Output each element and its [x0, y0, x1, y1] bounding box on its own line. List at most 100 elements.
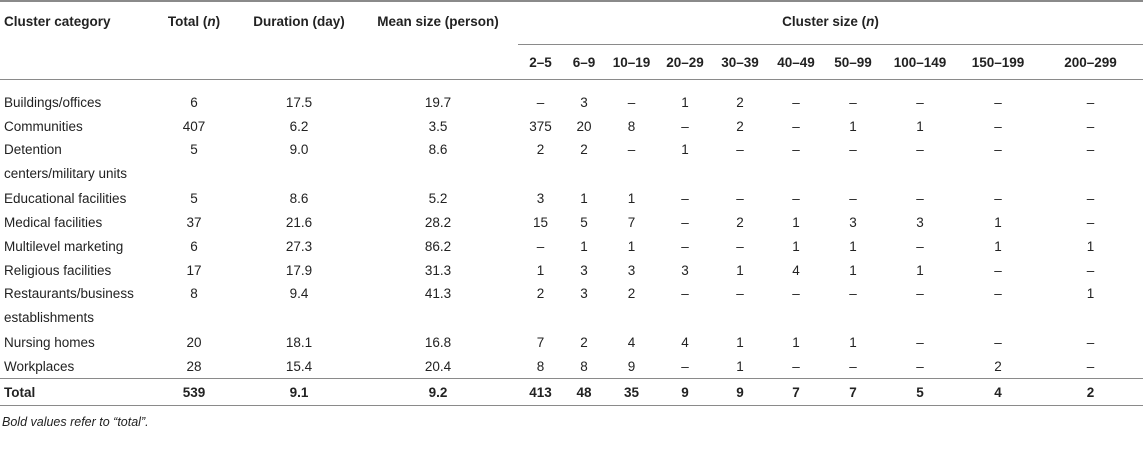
header-ranges-row: 2–5 6–9 10–19 20–29 30–39 40–49 50–99 10… — [0, 45, 1143, 80]
cell-cluster-size: 48 — [563, 378, 605, 406]
cell-cluster-size: 3 — [580, 262, 588, 278]
cell-cluster-size: 1 — [849, 238, 857, 254]
cell-cluster-size: 1 — [994, 214, 1002, 230]
cell-total: 37 — [186, 214, 202, 230]
cell-cluster-size: 3 — [681, 262, 689, 278]
cell-cluster-size: – — [792, 94, 800, 110]
cell-total: 6 — [190, 94, 198, 110]
cell-cluster-size: – — [849, 286, 857, 301]
header-range: 2–5 — [529, 55, 552, 70]
cell-duration: 9.1 — [240, 378, 358, 406]
cell-cluster-size: 8 — [536, 358, 545, 374]
cell-cluster-size: 7 — [768, 378, 824, 406]
cell-category: Medical facilities — [4, 214, 103, 230]
cell-cluster-size: – — [994, 118, 1002, 134]
cell-cluster-size: 1 — [1086, 286, 1095, 301]
cell-cluster-size: – — [681, 358, 689, 374]
cell-cluster-size: – — [916, 94, 924, 110]
header-range: 150–199 — [971, 55, 1025, 70]
cell-cluster-size: – — [994, 190, 1002, 206]
table-row: Restaurants/business establishments 8 9.4 4… — [0, 282, 1143, 330]
cell-cluster-size: – — [536, 238, 545, 254]
cell-cluster-size: – — [536, 94, 545, 110]
total-row: Total 539 9.1 9.2 413 48 35 9 9 7 7 5 4 2 — [0, 378, 1143, 406]
header-range: 100–149 — [893, 55, 947, 70]
cell-cluster-size: 2 — [994, 358, 1002, 374]
header-range: 10–19 — [612, 55, 651, 70]
cell-cluster-size: – — [916, 238, 924, 254]
cell-cluster-size: 2 — [627, 286, 636, 301]
cell-cluster-size: – — [1086, 118, 1095, 134]
header-range: 30–39 — [721, 55, 759, 70]
cell-cluster-size: 7 — [824, 378, 882, 406]
header-range: 50–99 — [834, 55, 872, 70]
cell-total: 17 — [186, 262, 202, 278]
cell-cluster-size: 3 — [580, 286, 588, 301]
header-range: 6–9 — [572, 55, 596, 70]
cell-mean-size: 86.2 — [424, 238, 452, 254]
cell-cluster-size: – — [994, 262, 1002, 278]
cell-duration: 17.5 — [285, 94, 313, 110]
cell-cluster-size: 2 — [580, 142, 588, 157]
cell-duration: 21.6 — [285, 214, 313, 230]
cell-total: 539 — [148, 378, 240, 406]
cell-cluster-size: 1 — [681, 142, 689, 157]
table-row: Multilevel marketing 6 27.3 86.2 – 1 1 – – 1 1 – 1 1 — [0, 234, 1143, 258]
cell-cluster-size: – — [736, 142, 744, 157]
cell-cluster-size: 2 — [1038, 378, 1143, 406]
cell-cluster-size: – — [627, 94, 636, 110]
cell-cluster-size: – — [916, 190, 924, 206]
cell-cluster-size: 3 — [536, 190, 545, 206]
cell-cluster-size: – — [916, 142, 924, 157]
cell-cluster-size: – — [1086, 142, 1095, 157]
cell-cluster-size: 1 — [681, 94, 689, 110]
cell-cluster-size: – — [792, 286, 800, 301]
header-cluster-category: Cluster category — [4, 14, 111, 29]
cell-cluster-size: – — [916, 286, 924, 301]
cell-cluster-size: – — [736, 190, 744, 206]
cell-category: Restaurants/business establishments — [4, 286, 134, 325]
cell-category: Educational facilities — [4, 190, 127, 206]
cell-cluster-size: – — [849, 142, 857, 157]
cell-cluster-size: 2 — [736, 118, 744, 134]
cell-cluster-size: – — [1086, 94, 1095, 110]
cell-category: Nursing homes — [4, 334, 95, 350]
cell-mean-size: 3.5 — [428, 118, 448, 134]
cell-cluster-size: 2 — [736, 214, 744, 230]
cell-mean-size: 20.4 — [424, 358, 452, 374]
header-row: Cluster category Total (n) Duration (day… — [0, 1, 1143, 45]
cell-category: Total — [0, 378, 148, 406]
cell-cluster-size: 2 — [536, 142, 545, 157]
cell-cluster-size: 4 — [792, 262, 800, 278]
cell-cluster-size: 1 — [792, 214, 800, 230]
table-row: Nursing homes 20 18.1 16.8 7 2 4 4 1 1 1 – – – — [0, 330, 1143, 354]
cell-cluster-size: – — [849, 358, 857, 374]
cell-duration: 27.3 — [285, 238, 313, 254]
cell-cluster-size: – — [994, 94, 1002, 110]
cell-cluster-size: – — [916, 334, 924, 350]
cell-mean-size: 8.6 — [428, 142, 448, 157]
header-total: Total (n) — [167, 14, 221, 29]
cell-cluster-size: – — [916, 358, 924, 374]
cell-cluster-size: – — [994, 286, 1002, 301]
cell-total: 20 — [186, 334, 202, 350]
cell-cluster-size: – — [681, 118, 689, 134]
cell-cluster-size: 3 — [849, 214, 857, 230]
cell-cluster-size: – — [736, 286, 744, 301]
cell-cluster-size: 1 — [916, 262, 924, 278]
cell-cluster-size: – — [1086, 358, 1095, 374]
cell-cluster-size: 1 — [849, 118, 857, 134]
cell-cluster-size: – — [1086, 214, 1095, 230]
cell-cluster-size: 1 — [916, 118, 924, 134]
cell-cluster-size: 1 — [792, 334, 800, 350]
cell-mean-size: 19.7 — [424, 94, 452, 110]
cell-mean-size: 5.2 — [428, 190, 448, 206]
cell-cluster-size: 1 — [536, 262, 545, 278]
cell-cluster-size: 20 — [576, 118, 592, 134]
cell-cluster-size: 1 — [627, 238, 636, 254]
header-range: 20–29 — [666, 55, 704, 70]
cell-cluster-size: 1 — [849, 334, 857, 350]
cell-cluster-size: 1 — [994, 238, 1002, 254]
cell-cluster-size: – — [792, 190, 800, 206]
cell-cluster-size: – — [792, 142, 800, 157]
